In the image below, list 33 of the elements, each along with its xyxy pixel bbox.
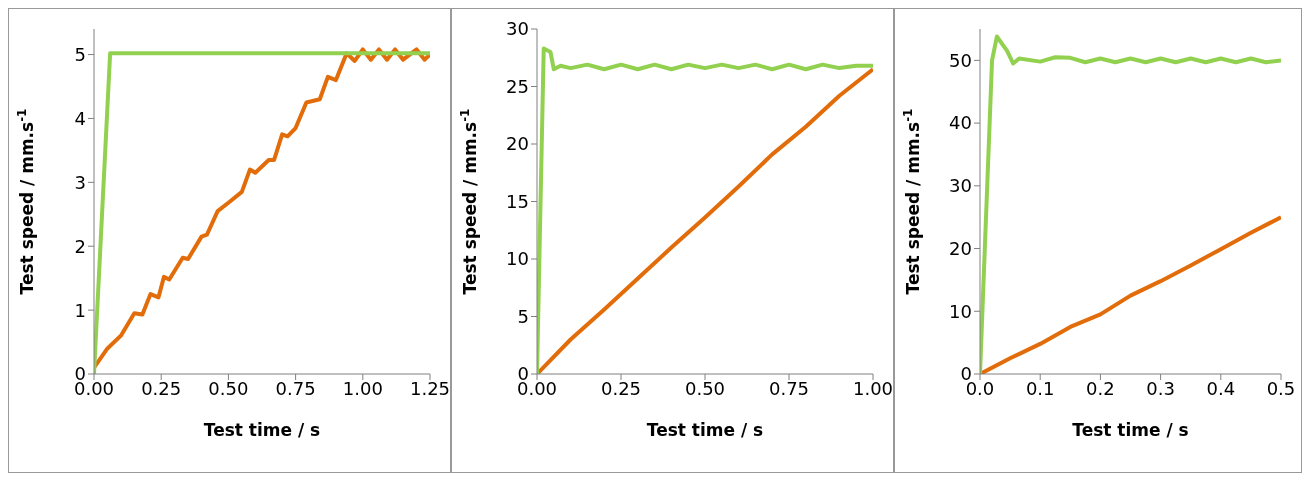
x-axis-title: Test time / s [1072, 420, 1189, 440]
y-tick-label: 30 [949, 175, 972, 197]
x-tick-label: 0.4 [1206, 377, 1236, 399]
x-tick-label: 0.5 [1266, 377, 1296, 399]
y-tick-label: 4 [74, 107, 86, 129]
y-tick-label: 5 [74, 43, 86, 65]
x-tick-label: 0.3 [1146, 377, 1175, 399]
y-tick-label: 25 [506, 75, 529, 97]
y-tick-label: 10 [506, 248, 529, 270]
x-tick-label: 0.1 [1025, 377, 1055, 399]
x-tick-label: 0.25 [141, 377, 182, 399]
y-tick-label: 20 [949, 237, 972, 259]
x-tick-label: 0.2 [1086, 377, 1115, 399]
y-tick-label: 10 [949, 300, 972, 322]
y-tick-label: 30 [506, 18, 529, 40]
y-tick-label: 20 [506, 133, 529, 155]
x-tick-label: 1.25 [409, 377, 451, 399]
y-tick-label: 2 [74, 235, 86, 257]
x-tick-label: 0.50 [684, 377, 726, 399]
x-tick-label: 0.25 [600, 377, 642, 399]
x-tick-label: 1.00 [852, 377, 894, 399]
x-tick-label: 0.75 [275, 377, 316, 399]
x-axis-title: Test time / s [646, 420, 764, 440]
y-tick-label: 5 [517, 305, 529, 327]
y-tick-label: 40 [949, 112, 972, 134]
y-tick-label: 15 [506, 190, 529, 212]
x-tick-label: 1.00 [342, 377, 383, 399]
x-tick-label: 0.50 [208, 377, 249, 399]
y-tick-label: 50 [949, 49, 972, 71]
y-tick-label: 1 [74, 299, 86, 321]
x-tick-label: 0.75 [768, 377, 810, 399]
y-tick-label: 3 [74, 171, 86, 193]
x-axis-title: Test time / s [203, 420, 321, 440]
